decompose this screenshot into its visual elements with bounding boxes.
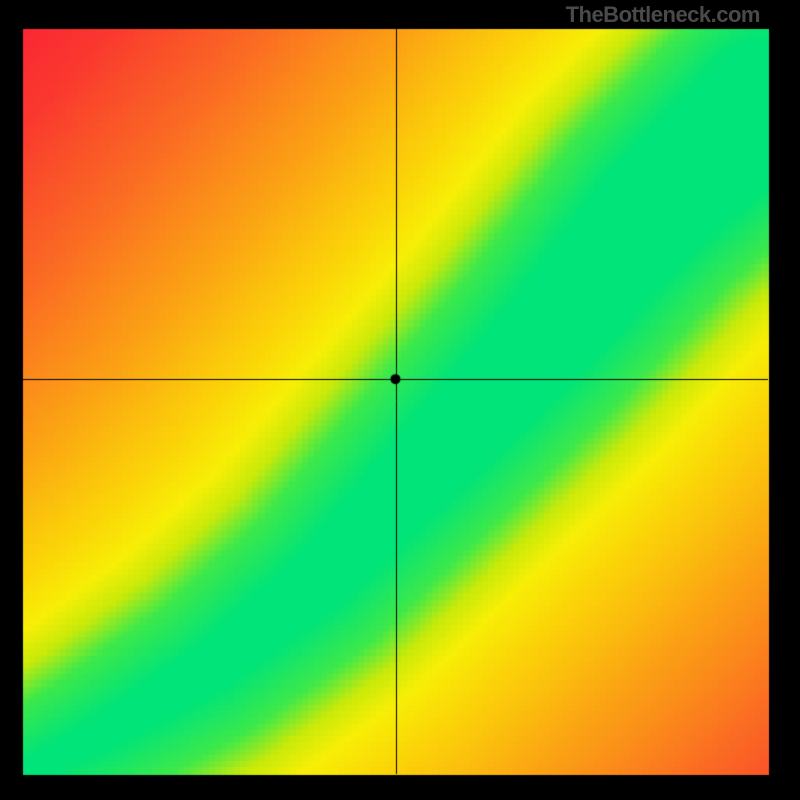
heatmap-canvas	[0, 0, 800, 800]
watermark-text: TheBottleneck.com	[566, 2, 760, 28]
chart-container: TheBottleneck.com	[0, 0, 800, 800]
